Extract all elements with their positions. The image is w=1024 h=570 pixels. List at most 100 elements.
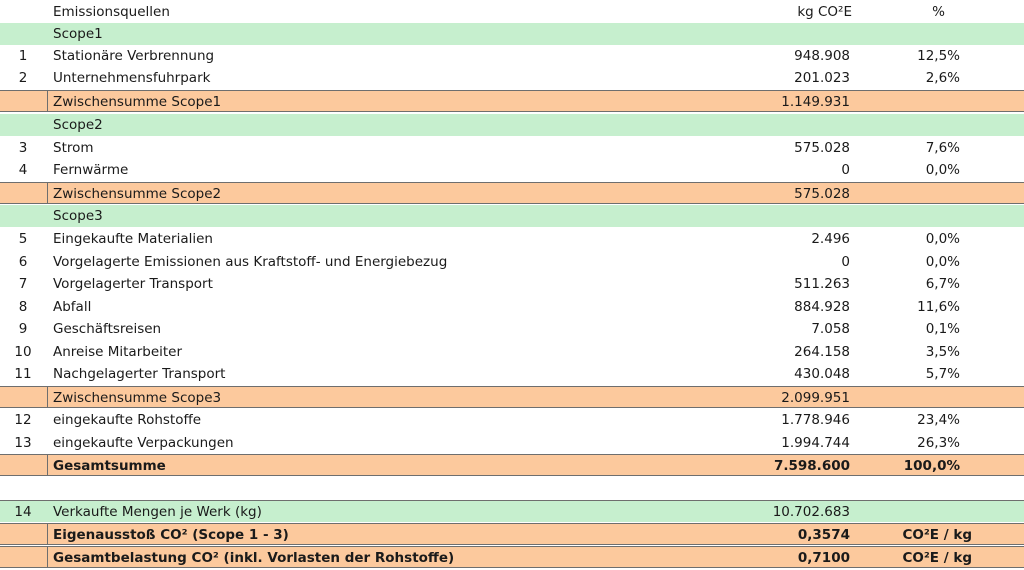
- row-percent: 26,3%: [917, 435, 960, 451]
- subtotal-row-scope3: Zwischensumme Scope3 2.099.951: [0, 386, 1024, 408]
- row-number: 3: [18, 140, 28, 156]
- table-row: 10 Anreise Mitarbeiter 264.158 3,5%: [0, 341, 1024, 363]
- subtotal-label: Zwischensumme Scope3: [53, 390, 222, 406]
- row-number: 7: [18, 276, 28, 292]
- table-row: 6 Vorgelagerte Emissionen aus Kraftstoff…: [0, 251, 1024, 273]
- row-value: 264.158: [794, 344, 850, 360]
- cell-divider: [47, 547, 48, 567]
- grand-total-label: Gesamtsumme: [53, 458, 166, 474]
- own-emissions-ratio-row: Eigenausstoß CO² (Scope 1 - 3) 0,3574 CO…: [0, 523, 1024, 545]
- row-percent: 11,6%: [917, 299, 960, 315]
- row-label: Unternehmensfuhrpark: [53, 70, 211, 86]
- row-number: 9: [18, 321, 28, 337]
- row-number: 4: [18, 162, 28, 178]
- table-row: 7 Vorgelagerter Transport 511.263 6,7%: [0, 273, 1024, 295]
- row-label: Stationäre Verbrennung: [53, 48, 215, 64]
- row-label: eingekaufte Verpackungen: [53, 435, 234, 451]
- ratio-value: 0,7100: [797, 550, 850, 566]
- row-value: 884.928: [794, 299, 850, 315]
- row-label: Vorgelagerter Transport: [53, 276, 213, 292]
- header-source-label: Emissionsquellen: [53, 4, 170, 20]
- total-burden-ratio-row: Gesamtbelastung CO² (inkl. Vorlasten der…: [0, 546, 1024, 568]
- subtotal-value: 575.028: [794, 186, 850, 202]
- row-percent: 0,1%: [925, 321, 960, 337]
- row-value: 511.263: [794, 276, 850, 292]
- row-label: Vorgelagerte Emissionen aus Kraftstoff- …: [53, 254, 448, 270]
- row-percent: 6,7%: [925, 276, 960, 292]
- row-percent: 0,0%: [925, 254, 960, 270]
- row-percent: 2,6%: [925, 70, 960, 86]
- row-label: Eingekaufte Materialien: [53, 231, 213, 247]
- scope-label: Scope3: [53, 208, 103, 224]
- header-row: Emissionsquellen kg CO²E %: [0, 1, 1024, 23]
- row-label: Geschäftsreisen: [53, 321, 162, 337]
- table-row: 1 Stationäre Verbrennung 948.908 12,5%: [0, 45, 1024, 67]
- table-row: 13 eingekaufte Verpackungen 1.994.744 26…: [0, 432, 1024, 454]
- table-row: 11 Nachgelagerter Transport 430.048 5,7%: [0, 363, 1024, 385]
- subtotal-row-scope2: Zwischensumme Scope2 575.028: [0, 182, 1024, 204]
- row-number: 10: [14, 344, 32, 360]
- row-value: 2.496: [811, 231, 850, 247]
- cell-divider: [47, 183, 48, 203]
- row-percent: 7,6%: [925, 140, 960, 156]
- ratio-unit: CO²E / kg: [902, 550, 973, 566]
- row-percent: 0,0%: [925, 162, 960, 178]
- row-number: 2: [18, 70, 28, 86]
- row-number: 6: [18, 254, 28, 270]
- ratio-unit: CO²E / kg: [902, 527, 973, 543]
- row-label: Fernwärme: [53, 162, 129, 178]
- row-number: 8: [18, 299, 28, 315]
- row-label: Strom: [53, 140, 94, 156]
- row-percent: 12,5%: [917, 48, 960, 64]
- table-row: 4 Fernwärme 0 0,0%: [0, 159, 1024, 181]
- row-number: 11: [14, 366, 32, 382]
- scope-label: Scope1: [53, 26, 103, 42]
- row-number: 1: [18, 48, 28, 64]
- row-number: 14: [14, 504, 32, 520]
- scope-row-scope1: Scope1: [0, 23, 1024, 45]
- table-row: 9 Geschäftsreisen 7.058 0,1%: [0, 318, 1024, 340]
- row-value: 1.778.946: [781, 412, 850, 428]
- table-row: 2 Unternehmensfuhrpark 201.023 2,6%: [0, 67, 1024, 89]
- header-value-label: kg CO²E: [797, 4, 852, 20]
- cell-divider: [47, 91, 48, 111]
- row-value: 201.023: [794, 70, 850, 86]
- header-percent-label: %: [932, 4, 945, 20]
- row-label: Anreise Mitarbeiter: [53, 344, 183, 360]
- row-value: 1.994.744: [781, 435, 850, 451]
- row-percent: 5,7%: [925, 366, 960, 382]
- row-number: 13: [14, 435, 32, 451]
- row-value: 0: [841, 254, 850, 270]
- subtotal-row-scope1: Zwischensumme Scope1 1.149.931: [0, 90, 1024, 112]
- row-label: eingekaufte Rohstoffe: [53, 412, 202, 428]
- grand-total-row: Gesamtsumme 7.598.600 100,0%: [0, 454, 1024, 476]
- row-percent: 3,5%: [925, 344, 960, 360]
- scope-row-scope3: Scope3: [0, 205, 1024, 227]
- row-label: Abfall: [53, 299, 92, 315]
- grand-total-value: 7.598.600: [773, 458, 850, 474]
- row-number: 12: [14, 412, 32, 428]
- row-percent: 0,0%: [925, 231, 960, 247]
- sales-quantity-label: Verkaufte Mengen je Werk (kg): [53, 504, 262, 520]
- sales-quantity-row: 14 Verkaufte Mengen je Werk (kg) 10.702.…: [0, 500, 1024, 522]
- subtotal-value: 1.149.931: [781, 94, 850, 110]
- grand-total-percent: 100,0%: [903, 458, 960, 474]
- ratio-label: Gesamtbelastung CO² (inkl. Vorlasten der…: [53, 550, 455, 566]
- ratio-value: 0,3574: [797, 527, 850, 543]
- row-number: 5: [18, 231, 28, 247]
- table-row: 5 Eingekaufte Materialien 2.496 0,0%: [0, 228, 1024, 250]
- row-value: 430.048: [794, 366, 850, 382]
- row-value: 0: [841, 162, 850, 178]
- scope-row-scope2: Scope2: [0, 114, 1024, 136]
- sales-quantity-value: 10.702.683: [772, 504, 850, 520]
- row-percent: 23,4%: [917, 412, 960, 428]
- row-value: 7.058: [811, 321, 850, 337]
- subtotal-value: 2.099.951: [781, 390, 850, 406]
- ratio-label: Eigenausstoß CO² (Scope 1 - 3): [53, 527, 289, 543]
- row-value: 575.028: [794, 140, 850, 156]
- cell-divider: [47, 524, 48, 544]
- cell-divider: [47, 455, 48, 475]
- subtotal-label: Zwischensumme Scope1: [53, 94, 222, 110]
- scope-label: Scope2: [53, 117, 103, 133]
